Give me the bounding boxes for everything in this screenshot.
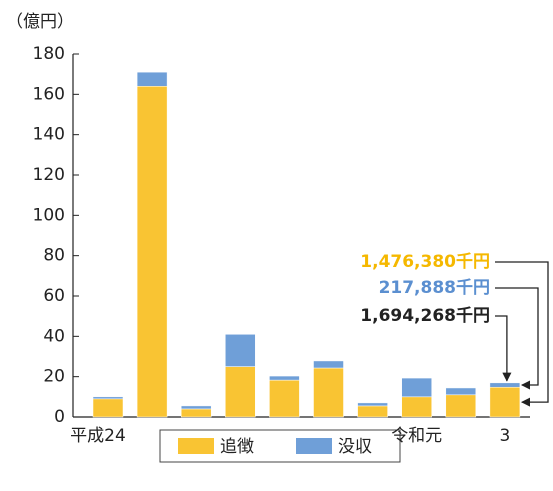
annotation-arrow: [495, 315, 512, 382]
bar-segment: [92, 396, 124, 400]
bar-segment: [357, 405, 388, 418]
bar-segment: [489, 382, 521, 388]
bar-segment: [445, 394, 477, 418]
y-axis-label: （億円）: [6, 12, 74, 32]
bar-segment: [313, 360, 344, 369]
bar-segment: [92, 398, 124, 418]
bar-segment: [357, 402, 388, 407]
bar-segment: [269, 379, 300, 418]
annotation: 217,888千円: [379, 278, 490, 298]
bar-segment: [136, 86, 168, 418]
y-tick-label: 140: [33, 125, 65, 145]
bar-segment: [313, 367, 344, 418]
x-tick-label: 令和元: [391, 426, 442, 446]
y-tick-label: 120: [33, 165, 65, 185]
bar-segment: [225, 366, 256, 418]
bar-segment: [180, 408, 212, 418]
y-tick-label: 60: [43, 286, 65, 306]
legend-swatch: [296, 438, 332, 454]
bar-segment: [225, 334, 256, 367]
x-tick-label: 3: [499, 426, 510, 446]
y-tick-label: 20: [43, 367, 65, 387]
x-tick-label: 平成24: [70, 426, 126, 446]
bar-segment: [489, 386, 521, 418]
y-tick-label: 40: [43, 326, 65, 346]
annotation-arrow: [495, 261, 549, 407]
bar-segment: [269, 375, 300, 381]
bar-segment: [180, 405, 212, 410]
y-tick-label: 160: [33, 84, 65, 104]
legend-swatch: [178, 438, 214, 454]
annotation: 1,694,268千円: [360, 306, 490, 326]
legend-label: 没収: [338, 437, 372, 457]
bar-segment: [401, 377, 432, 398]
y-tick-label: 100: [33, 205, 65, 225]
bar-segment: [136, 71, 168, 87]
bar-segment: [401, 396, 432, 418]
bar-segment: [445, 387, 477, 396]
annotation-arrow: [495, 287, 539, 390]
y-tick-label: 80: [43, 246, 65, 266]
y-tick-label: 0: [54, 407, 65, 427]
annotation: 1,476,380千円: [360, 252, 490, 272]
y-tick-label: 180: [33, 44, 65, 64]
legend-label: 追徴: [220, 437, 254, 457]
